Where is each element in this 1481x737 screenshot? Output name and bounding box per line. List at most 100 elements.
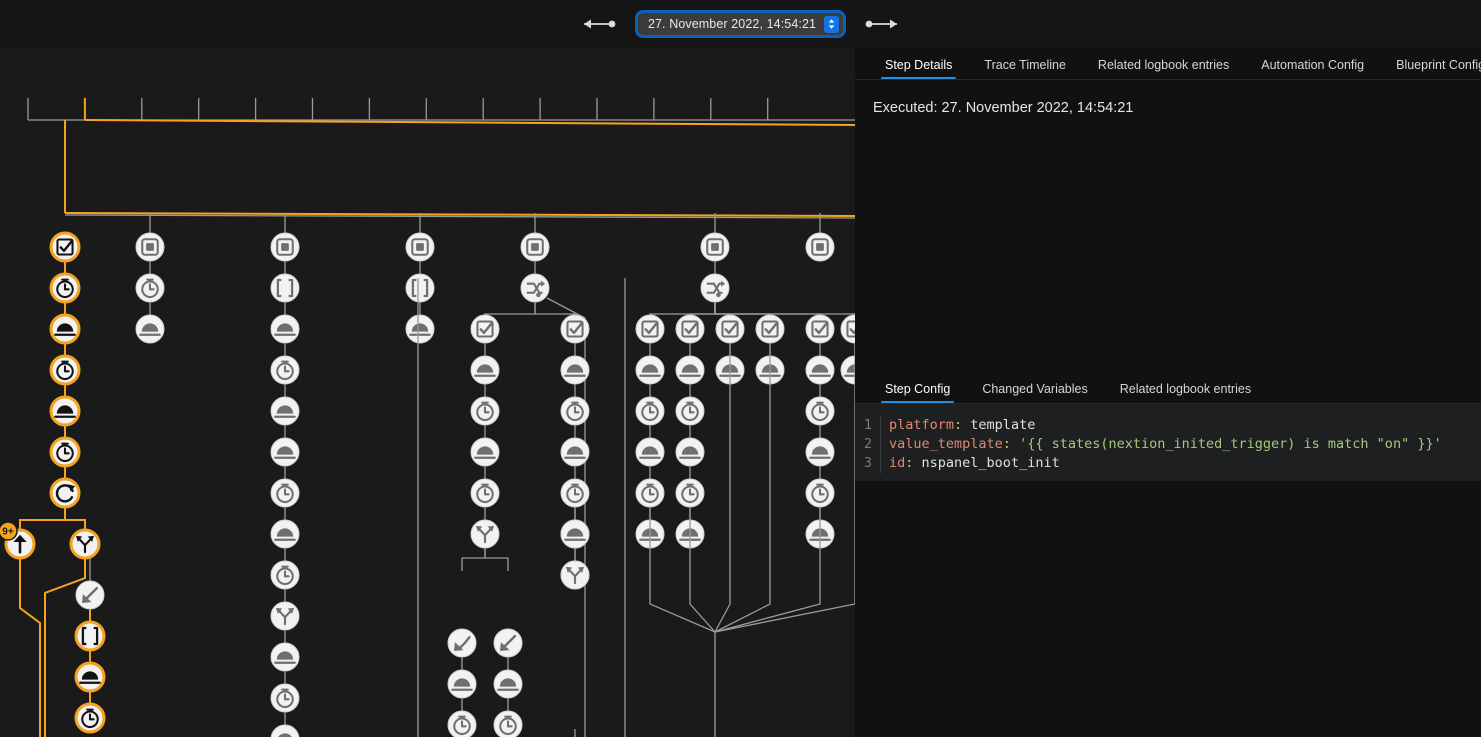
- service-call-icon: [679, 364, 701, 377]
- graph-node-variables-brackets[interactable]: [74, 620, 106, 652]
- tab-changed-variables[interactable]: Changed Variables: [982, 382, 1088, 396]
- tab-automation-config[interactable]: Automation Config: [1261, 58, 1365, 72]
- graph-edge: [84, 119, 855, 126]
- graph-node-condition-checkbox[interactable]: [560, 314, 590, 344]
- delay-stopwatch-icon: [453, 715, 471, 736]
- delay-stopwatch-icon: [476, 401, 494, 422]
- arrow-right-icon[interactable]: [861, 16, 901, 32]
- graph-node-condition-checkbox[interactable]: [635, 314, 665, 344]
- delay-stopwatch-icon: [566, 401, 584, 422]
- graph-edge: [484, 302, 536, 315]
- graph-node-variables-brackets[interactable]: [405, 273, 435, 303]
- tab-trace-timeline[interactable]: Trace Timeline: [984, 58, 1066, 72]
- graph-edge: [64, 212, 855, 217]
- service-call-icon: [639, 364, 661, 377]
- condition-checkbox-icon: [761, 320, 779, 338]
- stop-square-icon: [276, 238, 294, 256]
- details-panel: Step Details Trace Timeline Related logboo…: [855, 48, 1481, 737]
- delay-stopwatch-icon: [276, 688, 294, 709]
- line-number: 1: [855, 416, 881, 435]
- graph-edge: [714, 302, 821, 315]
- details-tabbar: Step Details Trace Timeline Related logboo…: [855, 48, 1481, 80]
- tab-related-logbook-entries[interactable]: Related logbook entries: [1097, 58, 1230, 72]
- repeat-count-badge: [0, 521, 18, 541]
- repeat-icon: [55, 484, 76, 503]
- graph-edge: [64, 507, 86, 530]
- stop-square-icon: [706, 238, 724, 256]
- service-call-icon: [497, 678, 519, 691]
- service-call-icon: [274, 405, 296, 418]
- graph-edge: [714, 302, 731, 315]
- service-call-icon: [474, 364, 496, 377]
- condition-checkbox-icon: [641, 320, 659, 338]
- graph-edge: [649, 507, 716, 633]
- service-call-icon: [474, 446, 496, 459]
- graph-node-parallel-shuffle[interactable]: [700, 273, 730, 303]
- stepper-icon-svg: [828, 19, 835, 29]
- code-line: 2 value_template: '{{ states(nextion_init…: [855, 435, 1481, 454]
- service-call-icon: [274, 323, 296, 336]
- choose-fork-icon: [275, 607, 295, 626]
- service-call-icon: [564, 364, 586, 377]
- service-call-icon: [274, 446, 296, 459]
- step-config-editor[interactable]: 1 platform: template 2 value_template: '{{ …: [855, 404, 1481, 481]
- parallel-shuffle-icon: [706, 280, 726, 298]
- graph-edge: [714, 302, 771, 315]
- graph-node-parallel-shuffle[interactable]: [520, 273, 550, 303]
- graph-edge: [534, 302, 576, 315]
- delay-stopwatch-icon: [276, 483, 294, 504]
- automation-trace-graph[interactable]: 9+: [0, 48, 855, 737]
- delay-stopwatch-icon: [276, 565, 294, 586]
- graph-edge: [649, 302, 716, 315]
- parallel-shuffle-icon: [526, 280, 546, 298]
- stepper-up-down-icon[interactable]: [824, 15, 840, 33]
- tab-related-logbook-entries[interactable]: Related logbook entries: [1119, 382, 1252, 396]
- graph-node-condition-checkbox[interactable]: [755, 314, 785, 344]
- arrow-left-icon[interactable]: [580, 16, 620, 32]
- line-source: value_template: '{{ states(nextion_inite…: [889, 436, 1442, 452]
- executed-timestamp: Executed: 27. November 2022, 14:54:21: [873, 100, 1134, 116]
- variables-brackets-icon: [81, 626, 99, 646]
- graph-node-service-call[interactable]: [270, 724, 300, 737]
- check-arrow-corner-icon: [454, 636, 471, 651]
- line-number: 3: [855, 454, 881, 473]
- service-call-icon: [278, 733, 292, 737]
- graph-node-repeat[interactable]: [49, 477, 81, 509]
- trace-select[interactable]: 27. November 2022, 14:54:21: [637, 13, 844, 35]
- delay-stopwatch-icon: [681, 483, 699, 504]
- arrow-right-icon-svg: [865, 19, 898, 29]
- condition-checkbox-icon: [476, 320, 494, 338]
- line-source: id: nspanel_boot_init: [889, 455, 1060, 471]
- graph-node-condition-checkbox[interactable]: [49, 231, 81, 263]
- service-call-icon: [54, 323, 76, 336]
- graph-node-variables-brackets[interactable]: [270, 273, 300, 303]
- editor-empty-space: [855, 481, 1481, 737]
- delay-stopwatch-icon: [476, 483, 494, 504]
- graph-node-condition-checkbox[interactable]: [805, 314, 835, 344]
- code-line: 1 platform: template: [855, 416, 1481, 435]
- tab-blueprint-config[interactable]: Blueprint Config: [1396, 58, 1481, 72]
- delay-stopwatch-icon: [499, 715, 517, 736]
- graph-node-condition-checkbox[interactable]: [675, 314, 705, 344]
- tab-step-config[interactable]: Step Config: [869, 382, 966, 403]
- service-call-icon: [639, 446, 661, 459]
- step-details-body: Executed: 27. November 2022, 14:54:21: [855, 80, 1481, 372]
- service-call-icon: [451, 678, 473, 691]
- graph-node-condition-checkbox[interactable]: [715, 314, 745, 344]
- yaml-code: 1 platform: template 2 value_template: '{{ …: [855, 416, 1481, 481]
- tab-step-details[interactable]: Step Details: [869, 58, 968, 79]
- delay-stopwatch-icon: [56, 442, 74, 463]
- choose-fork-icon: [565, 566, 585, 585]
- stop-square-icon: [526, 238, 544, 256]
- choose-fork-icon: [75, 535, 95, 554]
- code-line: 3 id: nspanel_boot_init: [855, 454, 1481, 473]
- condition-checkbox-icon: [811, 320, 829, 338]
- graph-node-condition-checkbox[interactable]: [470, 314, 500, 344]
- graph-edge: [714, 343, 731, 633]
- delay-stopwatch-icon: [276, 360, 294, 381]
- service-call-icon: [139, 323, 161, 336]
- graph-edge: [714, 507, 821, 633]
- repeat-count-badge-label: 9+: [2, 527, 14, 538]
- graph-edge: [714, 343, 771, 633]
- graph-node-check-arrow-corner[interactable]: [447, 628, 477, 658]
